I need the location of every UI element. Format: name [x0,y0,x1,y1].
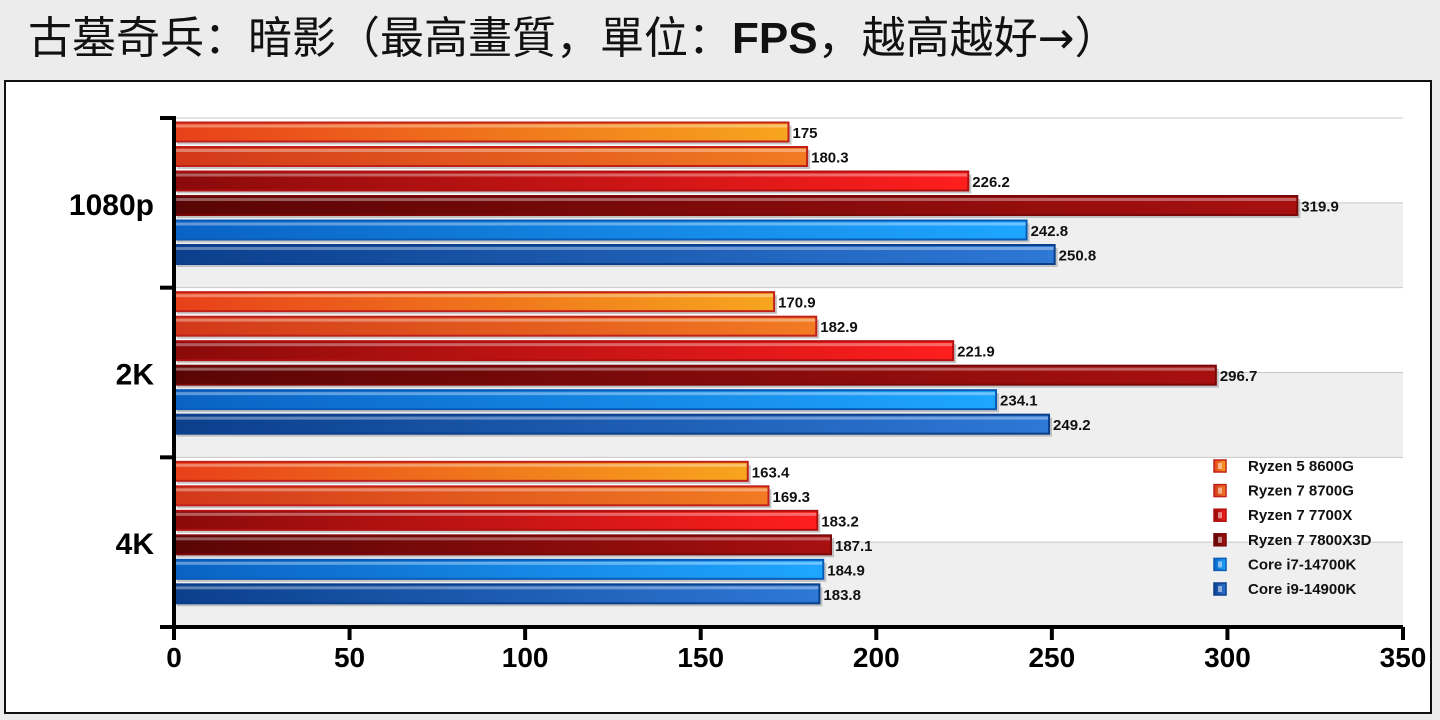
data-label: 170.9 [778,295,816,312]
legend-label: Core i7-14700K [1248,556,1357,573]
chart-title-unit: FPS [732,14,818,63]
data-label: 221.9 [957,344,995,361]
bar-highlight [175,173,968,177]
bar-highlight [175,149,807,152]
bar-highlight [175,416,1049,420]
x-tick-label: 350 [1380,642,1427,673]
data-label: 183.8 [823,587,861,604]
title-bar: 古墓奇兵：暗影（最高畫質，單位：FPS，越高越好→） [0,0,1440,78]
legend-label: Core i9-14900K [1248,581,1357,598]
legend-swatch-highlight [1218,561,1222,568]
bar-highlight [175,392,996,396]
data-label: 249.2 [1053,417,1091,434]
bar-highlight [175,343,953,347]
bar-highlight [175,512,817,516]
x-tick-label: 250 [1028,642,1075,673]
bar-highlight [175,537,830,541]
x-tick-label: 200 [853,642,900,673]
data-label: 169.3 [772,489,810,506]
legend-swatch-highlight [1218,463,1222,469]
x-tick-label: 300 [1204,642,1251,673]
x-tick-label: 100 [502,642,549,673]
bar-highlight [175,222,1026,226]
bar-highlight [175,318,816,322]
category-label: 4K [116,528,155,561]
legend-swatch-highlight [1218,586,1222,592]
data-label: 296.7 [1220,368,1258,385]
bar-highlight [175,367,1215,371]
data-label: 175 [793,125,818,142]
data-label: 183.2 [821,513,859,530]
chart-title: 古墓奇兵：暗影（最高畫質，單位：FPS，越高越好→） [28,10,1118,68]
legend-swatch-highlight [1218,536,1222,543]
chart-frame: 175 180.3 226.2 319.9 242.8 250.8 1080p 170.9 18… [4,80,1432,714]
legend-label: Ryzen 7 7800X3D [1248,532,1372,549]
legend-label: Ryzen 7 8700G [1248,483,1354,500]
bar-highlight [175,463,747,467]
bar-highlight [175,294,774,298]
chart-title-suffix: ，越高越好→） [817,13,1119,64]
x-tick-label: 0 [166,642,182,673]
legend-swatch-highlight [1218,487,1222,494]
data-label: 250.8 [1059,248,1097,265]
bar-highlight [175,488,768,492]
data-label: 184.9 [827,562,865,579]
legend-label: Ryzen 7 7700X [1248,507,1352,524]
bar-highlight [175,124,788,128]
data-label: 187.1 [835,538,873,555]
bar-highlight [175,561,823,565]
bar-highlight [175,247,1054,250]
x-tick-label: 150 [677,642,724,673]
x-tick-label: 50 [334,642,365,673]
data-label: 226.2 [972,174,1010,191]
category-label: 2K [116,359,155,392]
legend-swatch-highlight [1218,512,1222,519]
data-label: 234.1 [1000,393,1038,410]
data-label: 319.9 [1301,199,1339,216]
chart-title-prefix: 古墓奇兵：暗影（最高畫質，單位： [28,13,732,64]
data-label: 180.3 [811,150,849,167]
legend-label: Ryzen 5 8600G [1248,458,1354,475]
data-label: 163.4 [752,464,790,481]
bar-highlight [175,586,819,590]
bar-highlight [175,198,1297,201]
data-label: 242.8 [1031,223,1069,240]
category-label: 1080p [69,189,154,222]
data-label: 182.9 [820,319,858,336]
bar-chart: 175180.3226.2319.9242.8250.81080p170.918… [69,116,1427,673]
